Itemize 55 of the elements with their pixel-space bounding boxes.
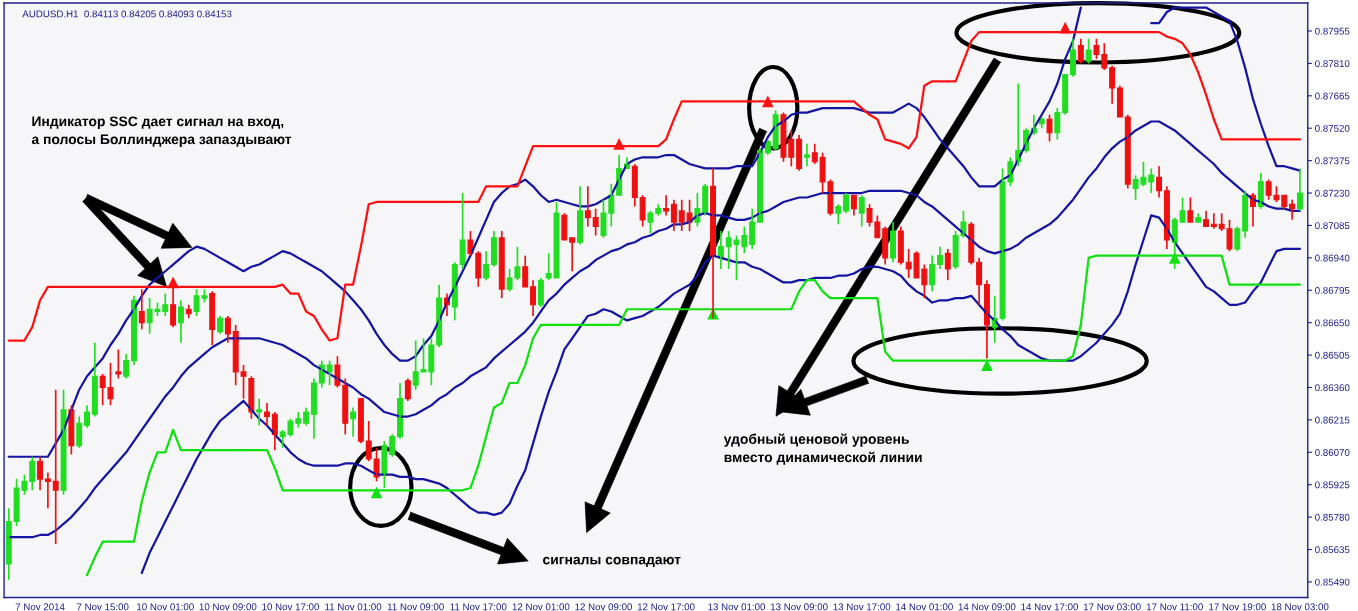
- point: [370, 486, 383, 499]
- y-tick-label: 0.85490: [1315, 578, 1350, 586]
- x-tick-label: 17 Nov 19:00: [1209, 603, 1266, 611]
- x-tick-label: 12 Nov 01:00: [512, 603, 570, 611]
- x-tick-label: 17 Nov 03:00: [1083, 603, 1141, 611]
- y-tick-label: 0.87955: [1315, 27, 1350, 35]
- y-tick-label: 0.86650: [1315, 319, 1350, 327]
- x-tick-label: 11 Nov 01:00: [325, 603, 382, 611]
- x-tick-label: 12 Nov 09:00: [575, 603, 633, 611]
- x-tick-label: 10 Nov 01:00: [137, 603, 194, 611]
- x-tick-label: 11 Nov 09:00: [387, 603, 444, 611]
- point: [981, 359, 993, 371]
- point: [1059, 21, 1071, 34]
- y-tick-label: 0.85780: [1315, 513, 1350, 521]
- x-tick-label: 13 Nov 17:00: [833, 603, 891, 611]
- candlestick: [1085, 37, 1092, 65]
- x-tick-label: 11 Nov 17:00: [450, 603, 507, 611]
- y-tick-label: 0.87375: [1315, 157, 1350, 165]
- y-tick-label: 0.86070: [1315, 449, 1350, 456]
- x-tick-label: 7 Nov 15:00: [76, 603, 129, 611]
- point: [167, 276, 179, 289]
- annotation: удобный ценовой уровень вместо динамической линии: [723, 433, 922, 465]
- text: AUDUSD.H1 0.84113 0.84205 0.84093 0.84153: [22, 10, 232, 18]
- x-tick-label: 14 Nov 01:00: [896, 603, 953, 611]
- line-series: [85, 254, 1302, 577]
- x-tick-label: 18 Nov 03:00: [1271, 603, 1329, 611]
- annotation: Индикатор SSC дает сигнал на вход, а полосы Боллинджера запаздывают: [31, 116, 292, 147]
- y-tick-label: 0.87665: [1315, 92, 1350, 100]
- x-tick-label: 13 Nov 01:00: [708, 603, 766, 611]
- y-tick-label: 0.87230: [1315, 189, 1350, 197]
- annotation: сигналы совпадают: [543, 556, 681, 568]
- y-tick-label: 0.87520: [1315, 124, 1350, 132]
- line-series: [140, 214, 1302, 575]
- point: [613, 138, 625, 150]
- y-tick-label: 0.86360: [1315, 384, 1350, 392]
- y-tick-label: 0.86940: [1315, 254, 1350, 262]
- x-tick-label: 10 Nov 09:00: [199, 603, 257, 611]
- y-tick-label: 0.87810: [1315, 60, 1350, 68]
- y-tick-label: 0.87085: [1315, 222, 1350, 230]
- y-tick-label: 0.86795: [1315, 286, 1350, 294]
- y-tick-label: 0.85635: [1315, 546, 1350, 554]
- x-tick-label: 12 Nov 17:00: [637, 603, 695, 611]
- candlestick: [60, 388, 67, 496]
- x-tick-label: 17 Nov 11:00: [1146, 603, 1203, 611]
- x-tick-label: 13 Nov 09:00: [770, 603, 828, 611]
- candlestick: [1187, 196, 1194, 223]
- x-tick-label: 10 Nov 17:00: [262, 603, 320, 611]
- y-tick-label: 0.85925: [1315, 481, 1350, 489]
- y-tick-label: 0.86215: [1315, 416, 1350, 424]
- x-tick-label: 14 Nov 17:00: [1021, 603, 1079, 611]
- point: [762, 95, 774, 108]
- x-tick-label: 7 Nov 2014: [15, 603, 65, 611]
- x-tick-label: 14 Nov 09:00: [958, 603, 1016, 611]
- candlestick: [1046, 113, 1053, 143]
- y-tick-label: 0.86505: [1315, 351, 1350, 359]
